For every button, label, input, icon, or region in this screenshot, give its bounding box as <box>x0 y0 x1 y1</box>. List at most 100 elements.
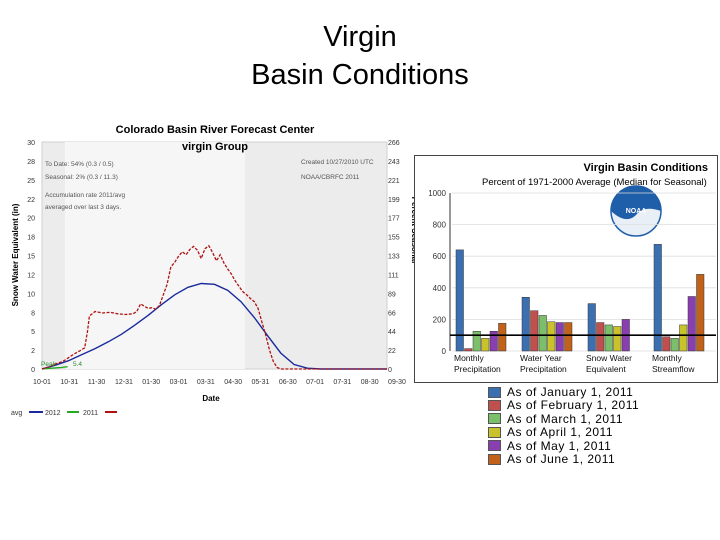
bar-x-category-label: Snow Water <box>586 353 632 363</box>
swe-y-tick-label: 22 <box>27 197 35 204</box>
swe-y2-tick-label: 111 <box>388 272 399 279</box>
bar-legend-item: As of February 1, 2011 <box>488 398 639 412</box>
swe-info-line: Accumulation rate 2011/avg <box>45 192 125 199</box>
swe-series-line-2012 <box>41 366 68 370</box>
noaa-logo: NOAA <box>610 185 662 237</box>
swe-chart: Colorado Basin River Forecast Center vir… <box>11 124 419 417</box>
bar-legend-item: As of June 1, 2011 <box>488 452 616 466</box>
bar <box>613 326 622 352</box>
swe-y-tick-label: 15 <box>27 254 35 261</box>
swe-x-tick-label: 11-30 <box>88 379 105 386</box>
bar-legend-item: As of March 1, 2011 <box>488 411 623 426</box>
bar-legend-swatch <box>488 440 501 452</box>
swe-x-ticks: 10-01 10-31 11-30 12-31 01-30 03-01 03-31 04-30… <box>33 379 406 386</box>
bar-legend-swatch <box>488 386 501 398</box>
swe-legend-label: avg <box>11 410 22 417</box>
swe-y-axis-label: Snow Water Equivalent (in) <box>11 203 20 306</box>
bar-legend-label: As of May 1, 2011 <box>507 438 612 453</box>
swe-y-tick-label: 8 <box>31 310 35 317</box>
bar-legend-item: As of April 1, 2011 <box>488 425 614 440</box>
bar <box>653 244 662 352</box>
swe-info-left: To Date: 54% (0.3 / 0.5) Seasonal: 2% (0… <box>45 161 125 211</box>
swe-x-tick-label: 10-31 <box>60 379 78 386</box>
swe-x-tick-label: 08-30 <box>361 379 379 386</box>
bar-x-category-label: Monthly <box>652 353 683 363</box>
swe-plot-inner <box>65 142 245 369</box>
swe-y-tick-label: 25 <box>27 178 35 185</box>
swe-x-tick-label: 01-30 <box>142 379 160 386</box>
bar-legend-swatch <box>488 453 501 465</box>
bar-y-tick-label: 600 <box>433 252 447 261</box>
bar <box>498 323 507 352</box>
swe-legend: avg 2012 2011 <box>11 410 117 417</box>
bar-legend-label: As of April 1, 2011 <box>507 425 614 440</box>
bar <box>662 336 671 352</box>
swe-legend-label: 2012 <box>45 410 61 417</box>
bar-y-tick-label: 800 <box>433 221 447 230</box>
swe-y2-tick-label: 221 <box>388 178 400 185</box>
bar <box>538 315 547 352</box>
swe-y2-tick-label: 0 <box>388 367 392 374</box>
bar <box>521 297 530 352</box>
bar-legend-label: As of March 1, 2011 <box>507 411 623 426</box>
swe-chart-title: Colorado Basin River Forecast Center <box>116 124 315 136</box>
swe-info-line: Seasonal: 2% (0.3 / 11.3) <box>45 174 118 181</box>
swe-y-tick-label: 0 <box>31 367 35 374</box>
bar-chart: Virgin Basin Conditions Percent of 1971-… <box>414 155 718 383</box>
bar <box>679 324 688 352</box>
bar-chart-subtitle: Percent of 1971-2000 Average (Median for… <box>482 177 707 188</box>
bar-legend-item: As of May 1, 2011 <box>488 438 612 453</box>
swe-x-axis-label: Date <box>202 394 220 403</box>
swe-x-tick-label: 06-30 <box>279 379 297 386</box>
bar-x-category-label: Equivalent <box>586 364 626 374</box>
swe-y2-tick-label: 155 <box>388 235 400 242</box>
swe-x-tick-label: 07-31 <box>333 379 351 386</box>
swe-info-line: averaged over last 3 days. <box>45 204 121 211</box>
bar <box>564 322 573 352</box>
swe-x-tick-label: 10-01 <box>33 379 51 386</box>
swe-y2-tick-label: 199 <box>388 197 400 204</box>
bar <box>547 321 556 352</box>
swe-y-tick-label: 10 <box>27 291 35 298</box>
swe-peak-label: Peak <box>41 361 57 368</box>
swe-y2-tick-label: 89 <box>388 291 396 298</box>
swe-x-tick-label: 09-30 <box>388 379 406 386</box>
swe-y2-tick-label: 133 <box>388 254 400 261</box>
bar <box>687 296 696 352</box>
swe-x-tick-label: 07-01 <box>306 379 324 386</box>
bar-legend-label: As of June 1, 2011 <box>507 452 616 466</box>
bar-x-category-label: Monthly <box>454 353 485 363</box>
swe-y-tick-label: 28 <box>27 159 35 166</box>
swe-y-tick-label: 12 <box>27 272 35 279</box>
bar <box>481 338 490 352</box>
swe-y2-tick-label: 243 <box>388 159 400 166</box>
bar-x-category-label: Streamflow <box>652 364 695 374</box>
swe-y2-ticks: 0 22 44 66 89 111 133 155 177 199 221 243 266 <box>388 140 400 374</box>
swe-y2-tick-label: 266 <box>388 140 400 147</box>
bar-bars <box>450 244 716 352</box>
bar <box>696 274 705 352</box>
bar <box>587 303 596 352</box>
svg-text:NOAA: NOAA <box>626 208 647 215</box>
bar-y-tick-label: 0 <box>442 347 447 356</box>
swe-y2-tick-label: 177 <box>388 216 400 223</box>
bar-y-tick-label: 400 <box>433 284 447 293</box>
bar <box>604 324 613 352</box>
bar-x-category-label: Precipitation <box>520 364 567 374</box>
bar <box>464 348 473 352</box>
bar-chart-title: Virgin Basin Conditions <box>584 162 708 174</box>
swe-info-line: Created 10/27/2010 UTC <box>301 159 374 166</box>
swe-y-tick-label: 5 <box>31 329 35 336</box>
swe-info-right: Created 10/27/2010 UTC NOAA/CBRFC 2011 <box>301 159 374 181</box>
bar <box>489 331 498 352</box>
swe-x-tick-label: 05-31 <box>252 379 270 386</box>
bar-legend-item: As of January 1, 2011 <box>488 385 633 399</box>
bar-legend: As of January 1, 2011 As of February 1, 2… <box>488 385 718 470</box>
swe-series <box>41 244 387 370</box>
swe-info-line: NOAA/CBRFC 2011 <box>301 174 360 181</box>
swe-peak-value: 5.4 <box>73 361 82 368</box>
slide-title-line1: Virgin <box>323 21 397 53</box>
swe-x-tick-label: 03-01 <box>170 379 188 386</box>
